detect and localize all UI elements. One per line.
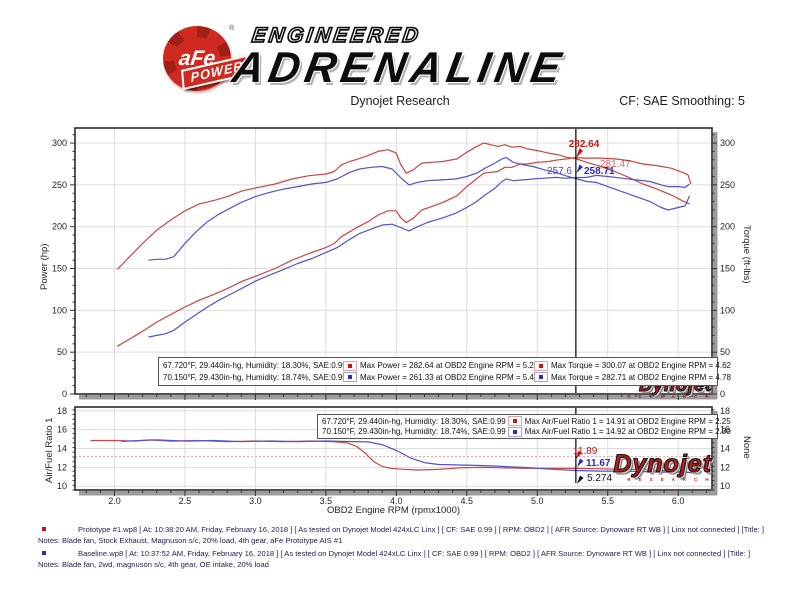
series-curve-1 [121,439,693,474]
env-conditions: 67.720°F, 29.440in-hg, Humidity: 18.30%,… [322,416,506,426]
env-conditions: 70.150°F, 29.430in-hg, Humidity: 18.74%,… [322,427,506,437]
cursor-value-label: 11.67 [586,458,611,469]
svg-text:12: 12 [57,462,67,472]
svg-text:12: 12 [720,462,730,472]
stats-row-baseline: 70.150°F, 29.430in-hg, Humidity: 18.74%,… [322,426,731,437]
legend-marker-blue [343,372,357,383]
svg-text:0: 0 [62,389,67,399]
stats-row-prototype: 67.720°F, 29.440in-hg, Humidity: 18.30%,… [163,360,731,371]
report-source-title: Dynojet Research [350,94,450,108]
svg-text:14: 14 [720,444,730,454]
svg-text:200: 200 [720,222,735,232]
series-curve-2 [148,156,691,261]
dynojet-research-subtext: R E S E A R C H [627,477,712,482]
legend-marker-blue [534,372,548,383]
svg-text:3.5: 3.5 [320,496,333,506]
svg-text:250: 250 [52,180,67,190]
svg-text:3.0: 3.0 [249,496,262,506]
svg-text:250: 250 [720,180,735,190]
max-power-stat: Max Power = 282.64 at OBD2 Engine RPM = … [360,361,539,371]
max-torque-stat: Max Torque = 300.07 at OBD2 Engine RPM =… [551,361,731,371]
cursor-value-label: 11.89 [573,446,598,457]
legend-marker-red [507,416,522,427]
max-torque-stat: Max Torque = 282.71 at OBD2 Engine RPM =… [551,372,731,382]
svg-text:14: 14 [57,444,67,454]
svg-text:16: 16 [57,425,67,435]
svg-text:5.5: 5.5 [601,496,614,506]
legend-marker-red [534,360,548,371]
brand-header: aFe ® POWER ENGINEERED ADRENALINE [0,0,800,95]
run-bullet-red [42,527,46,531]
svg-text:200: 200 [52,222,67,232]
run-file-line: Prototype #1.wp8 [ At: 10:38:20 AM, Frid… [0,524,800,535]
svg-text:300: 300 [720,138,735,148]
run-bullet-blue [42,551,46,555]
svg-text:2.0: 2.0 [108,496,121,506]
dynojet-watermark-bottom: Dynojet R E S E A R C H [613,450,712,483]
svg-text:100: 100 [720,305,735,315]
legend-marker-blue [507,426,522,437]
legend-marker-red [343,360,357,371]
svg-text:4.5: 4.5 [461,496,474,506]
run-info-footer: Prototype #1.wp8 [ At: 10:38:20 AM, Frid… [0,524,800,570]
svg-text:18: 18 [57,406,67,416]
run-notes-line: Notes: Blade fan, 2wd, magnuson s/c, 4th… [0,559,800,570]
cursor-value-label: 282.64 [569,139,600,150]
svg-text:2.5: 2.5 [179,496,192,506]
registered-mark: ® [229,25,235,32]
svg-text:0: 0 [720,389,725,399]
afr-stats-box: 67.720°F, 29.440in-hg, Humidity: 18.30%,… [317,414,731,439]
power-torque-chart: 0 0 50 50 100 100 150 150 200 200 250 250 300 300 282.… [52,127,735,400]
svg-text:4.0: 4.0 [390,496,403,506]
stats-row-prototype: 67.720°F, 29.440in-hg, Humidity: 18.30%,… [322,416,731,427]
run-file-text: Baseline.wp8 [ At: 10:37:52 AM, Friday, … [78,549,751,558]
svg-text:10: 10 [57,481,67,491]
cursor-value-label: 257.6 [547,166,572,177]
stats-row-baseline: 70.150°F, 29.430in-hg, Humidity: 18.74%,… [163,372,731,383]
svg-text:10: 10 [720,481,730,491]
series-curve-1 [116,157,692,347]
power-axis-title: Power (hp) [39,243,50,290]
svg-text:6.0: 6.0 [672,496,685,506]
svg-text:150: 150 [720,264,735,274]
svg-text:5.0: 5.0 [531,496,544,506]
torque-axis-title: Torque (ft-lbs) [741,225,752,284]
series-curve-3 [148,174,690,338]
afr-axis-title: Air/Fuel Ratio 1 [44,417,55,483]
svg-text:18: 18 [720,406,730,416]
power-torque-stats-box: 67.720°F, 29.440in-hg, Humidity: 18.30%,… [158,357,731,386]
svg-text:150: 150 [52,264,67,274]
dynojet-research-subtext: R E S E A R C H [627,394,712,399]
cursor-value-label: 5.274 [587,473,612,484]
run-notes-line: Notes: Blade fan, Stock Exhaust, Magnuso… [0,535,800,546]
env-conditions: 70.150°F, 29.430in-hg, Humidity: 18.74%,… [163,372,347,382]
run-file-text: Prototype #1.wp8 [ At: 10:38:20 AM, Frid… [78,525,765,534]
run-notes-text: Notes: Blade fan, Stock Exhaust, Magnuso… [38,536,343,545]
svg-text:100: 100 [52,305,67,315]
cursor-value-label: 258.71 [584,166,615,177]
correction-smoothing-label: CF: SAE Smoothing: 5 [619,94,745,108]
rpm-axis-title: OBD2 Engine RPM (rpmx1000) [326,505,461,516]
env-conditions: 67.720°F, 29.440in-hg, Humidity: 18.30%,… [163,361,347,371]
run-notes-text: Notes: Blade fan, 2wd, magnuson s/c, 4th… [38,560,269,569]
svg-text:50: 50 [720,347,730,357]
max-afr-stat: Max Air/Fuel Ratio 1 = 14.92 at OBD2 Eng… [524,427,731,437]
dynojet-logo-text: Dynojet [613,450,712,478]
none-axis-title: None [741,436,752,459]
svg-text:300: 300 [52,138,67,148]
max-power-stat: Max Power = 261.33 at OBD2 Engine RPM = … [360,372,539,382]
max-afr-stat: Max Air/Fuel Ratio 1 = 14.91 at OBD2 Eng… [524,416,731,426]
series-curve-0 [116,142,690,270]
svg-text:50: 50 [57,347,67,357]
run-file-line: Baseline.wp8 [ At: 10:37:52 AM, Friday, … [0,548,800,559]
svg-text:16: 16 [720,425,730,435]
cursor-value-label: 281.47 [600,159,631,170]
